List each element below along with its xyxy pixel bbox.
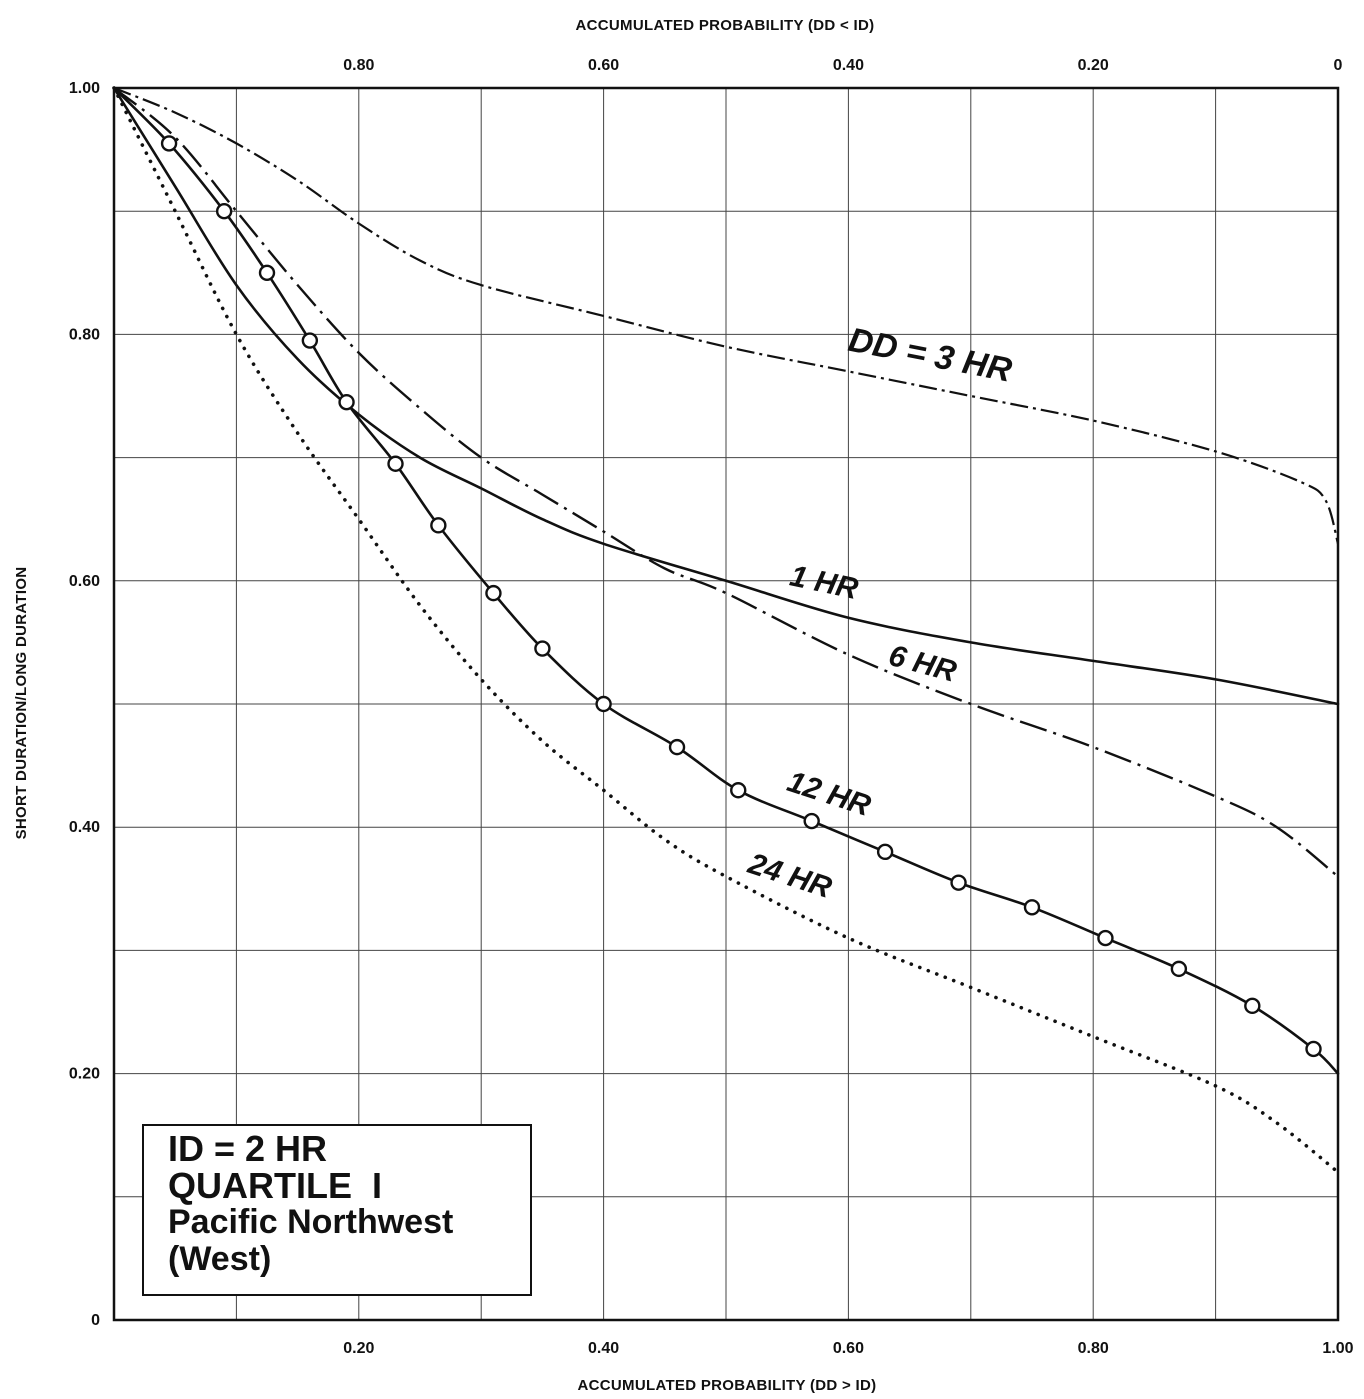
series-marker-12hr xyxy=(387,455,404,472)
series-line-1hr xyxy=(112,86,1340,706)
series-marker-12hr xyxy=(1170,960,1188,978)
y-tick-label: 0.40 xyxy=(69,819,100,836)
series-marker-12hr xyxy=(730,782,747,799)
y-axis-title: SHORT DURATION/LONG DURATION xyxy=(13,567,30,840)
x-tick-label-bottom: 0.60 xyxy=(833,1340,864,1357)
series-line-12hr xyxy=(112,86,1340,1075)
series-marker-12hr xyxy=(485,584,502,602)
x-axis-bottom-title: ACCUMULATED PROBABILITY (DD > ID) xyxy=(578,1377,877,1394)
x-tick-label-bottom: 0.80 xyxy=(1078,1340,1109,1357)
x-tick-label-bottom: 0.40 xyxy=(588,1340,619,1357)
series-marker-12hr xyxy=(595,695,612,713)
x-tick-label-top: 0.80 xyxy=(343,57,374,74)
series-layer xyxy=(112,86,1340,1174)
y-tick-label: 0.20 xyxy=(69,1066,100,1083)
x-tick-label-top: 0 xyxy=(1334,57,1343,74)
series-marker-12hr xyxy=(534,640,551,657)
y-tick-label: 0.80 xyxy=(69,326,100,343)
series-label-dd-3hr: DD = 3 HR xyxy=(845,321,1015,390)
y-tick-label: 1.00 xyxy=(69,80,100,97)
series-marker-12hr xyxy=(160,135,178,152)
series-label-6hr: 6 HR xyxy=(885,639,960,689)
series-marker-12hr xyxy=(430,517,447,534)
x-tick-label-bottom: 0.20 xyxy=(343,1340,374,1357)
plot-frame xyxy=(112,86,1340,1322)
series-marker-12hr xyxy=(301,332,319,349)
series-line-24hr xyxy=(112,86,1340,1174)
series-marker-12hr xyxy=(215,202,233,220)
series-marker-12hr xyxy=(950,874,967,891)
x-axis-top-title: ACCUMULATED PROBABILITY (DD < ID) xyxy=(576,17,875,34)
series-label-24hr: 24 HR xyxy=(743,847,835,905)
info-subregion: (West) xyxy=(168,1240,272,1278)
series-marker-12hr xyxy=(338,393,355,411)
x-tick-label-bottom: 1.00 xyxy=(1322,1340,1353,1357)
series-line-dd-3hr xyxy=(113,86,1340,545)
info-box: ID = 2 HR QUARTILE I Pacific Northwest (… xyxy=(142,1124,532,1296)
x-tick-label-top: 0.20 xyxy=(1078,57,1109,74)
info-quartile: QUARTILE I xyxy=(168,1165,382,1206)
info-id: ID = 2 HR xyxy=(168,1128,328,1169)
series-marker-12hr xyxy=(803,812,820,830)
y-tick-label: 0 xyxy=(91,1312,100,1329)
series-label-1hr: 1 HR xyxy=(787,559,861,606)
info-region: Pacific Northwest xyxy=(168,1203,454,1241)
y-tick-label: 0.60 xyxy=(69,573,100,590)
series-marker-12hr xyxy=(1023,899,1041,916)
series-marker-12hr xyxy=(876,843,894,861)
series-marker-12hr xyxy=(258,264,276,281)
series-marker-12hr xyxy=(1244,997,1261,1015)
x-tick-label-top: 0.40 xyxy=(833,57,864,74)
series-marker-12hr xyxy=(1097,929,1114,947)
series-line-6hr xyxy=(113,87,1339,878)
series-marker-12hr xyxy=(1305,1040,1322,1058)
x-tick-label-top: 0.60 xyxy=(588,57,619,74)
series-marker-12hr xyxy=(668,738,686,756)
